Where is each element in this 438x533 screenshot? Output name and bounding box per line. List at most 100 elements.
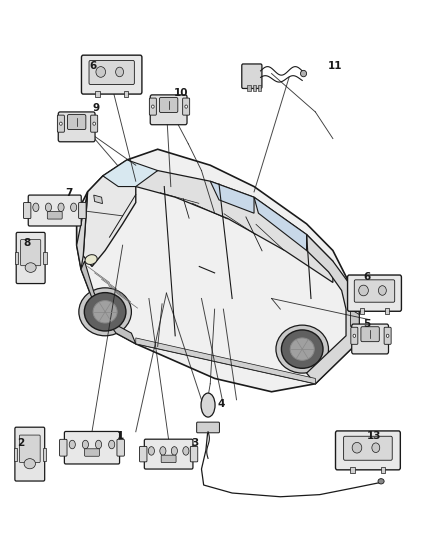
- Ellipse shape: [85, 255, 97, 264]
- Text: 3: 3: [191, 439, 198, 448]
- FancyBboxPatch shape: [351, 327, 358, 344]
- Bar: [258, 85, 261, 91]
- FancyBboxPatch shape: [190, 447, 198, 462]
- Text: 7: 7: [66, 189, 73, 198]
- Ellipse shape: [84, 293, 126, 331]
- Ellipse shape: [60, 122, 62, 125]
- Text: 6: 6: [90, 61, 97, 70]
- FancyBboxPatch shape: [361, 327, 379, 342]
- Bar: [43, 252, 47, 264]
- FancyBboxPatch shape: [348, 275, 401, 311]
- Ellipse shape: [160, 447, 166, 455]
- Text: 8: 8: [23, 238, 30, 247]
- Ellipse shape: [25, 263, 36, 272]
- Polygon shape: [94, 195, 102, 204]
- FancyBboxPatch shape: [150, 95, 187, 125]
- FancyBboxPatch shape: [24, 203, 31, 219]
- Ellipse shape: [171, 447, 177, 455]
- FancyBboxPatch shape: [15, 427, 45, 481]
- Ellipse shape: [290, 338, 314, 360]
- FancyBboxPatch shape: [58, 112, 95, 142]
- Polygon shape: [254, 197, 307, 251]
- Bar: [360, 308, 364, 314]
- FancyBboxPatch shape: [21, 240, 41, 266]
- FancyBboxPatch shape: [89, 60, 134, 84]
- Bar: [43, 448, 46, 461]
- Ellipse shape: [82, 440, 88, 449]
- Polygon shape: [136, 338, 315, 384]
- Ellipse shape: [71, 203, 77, 212]
- Polygon shape: [307, 235, 359, 384]
- Text: 5: 5: [364, 319, 371, 328]
- Bar: [385, 308, 389, 314]
- Text: 4: 4: [218, 399, 225, 409]
- Polygon shape: [81, 261, 136, 344]
- Ellipse shape: [386, 334, 389, 337]
- FancyBboxPatch shape: [149, 98, 156, 115]
- Bar: [95, 91, 100, 97]
- Ellipse shape: [378, 286, 386, 295]
- FancyBboxPatch shape: [161, 455, 176, 463]
- FancyBboxPatch shape: [19, 435, 40, 463]
- Text: 10: 10: [173, 88, 188, 98]
- Ellipse shape: [93, 122, 95, 125]
- Ellipse shape: [372, 443, 380, 453]
- FancyBboxPatch shape: [197, 422, 219, 433]
- FancyBboxPatch shape: [384, 327, 391, 344]
- Ellipse shape: [33, 203, 39, 212]
- FancyBboxPatch shape: [354, 280, 395, 302]
- Ellipse shape: [109, 440, 115, 449]
- Polygon shape: [77, 149, 359, 392]
- Ellipse shape: [24, 458, 35, 469]
- FancyBboxPatch shape: [91, 115, 98, 132]
- Ellipse shape: [152, 105, 154, 108]
- Bar: [350, 467, 355, 473]
- FancyBboxPatch shape: [57, 115, 64, 132]
- Ellipse shape: [116, 67, 124, 77]
- Polygon shape: [118, 171, 333, 282]
- Ellipse shape: [58, 203, 64, 212]
- Ellipse shape: [201, 393, 215, 417]
- FancyBboxPatch shape: [16, 232, 45, 284]
- FancyBboxPatch shape: [183, 98, 190, 115]
- FancyBboxPatch shape: [139, 447, 147, 462]
- FancyBboxPatch shape: [144, 439, 193, 469]
- Text: 1: 1: [117, 431, 124, 441]
- Ellipse shape: [183, 447, 189, 455]
- Ellipse shape: [378, 479, 384, 484]
- FancyBboxPatch shape: [47, 212, 62, 219]
- FancyBboxPatch shape: [336, 431, 400, 470]
- Bar: [381, 467, 385, 473]
- Polygon shape: [103, 160, 158, 187]
- Bar: [247, 85, 251, 91]
- Ellipse shape: [353, 334, 356, 337]
- Text: 11: 11: [328, 61, 343, 70]
- Ellipse shape: [93, 301, 117, 323]
- FancyBboxPatch shape: [242, 64, 262, 88]
- Polygon shape: [77, 192, 88, 269]
- Ellipse shape: [79, 288, 131, 336]
- Polygon shape: [83, 176, 136, 266]
- Polygon shape: [210, 181, 254, 213]
- Ellipse shape: [281, 330, 323, 368]
- FancyBboxPatch shape: [60, 439, 67, 456]
- Bar: [253, 85, 256, 91]
- Ellipse shape: [69, 440, 75, 449]
- Ellipse shape: [96, 67, 106, 77]
- FancyBboxPatch shape: [78, 203, 86, 219]
- Text: 13: 13: [367, 431, 382, 441]
- Ellipse shape: [300, 70, 307, 77]
- Ellipse shape: [276, 325, 328, 373]
- Ellipse shape: [185, 105, 187, 108]
- FancyBboxPatch shape: [28, 195, 81, 226]
- FancyBboxPatch shape: [81, 55, 142, 94]
- Bar: [15, 252, 18, 264]
- Ellipse shape: [95, 440, 102, 449]
- Text: 2: 2: [17, 439, 24, 448]
- FancyBboxPatch shape: [343, 436, 392, 460]
- FancyBboxPatch shape: [64, 432, 120, 464]
- Bar: [14, 448, 17, 461]
- Text: 9: 9: [93, 103, 100, 113]
- Polygon shape: [350, 309, 359, 330]
- FancyBboxPatch shape: [67, 115, 86, 130]
